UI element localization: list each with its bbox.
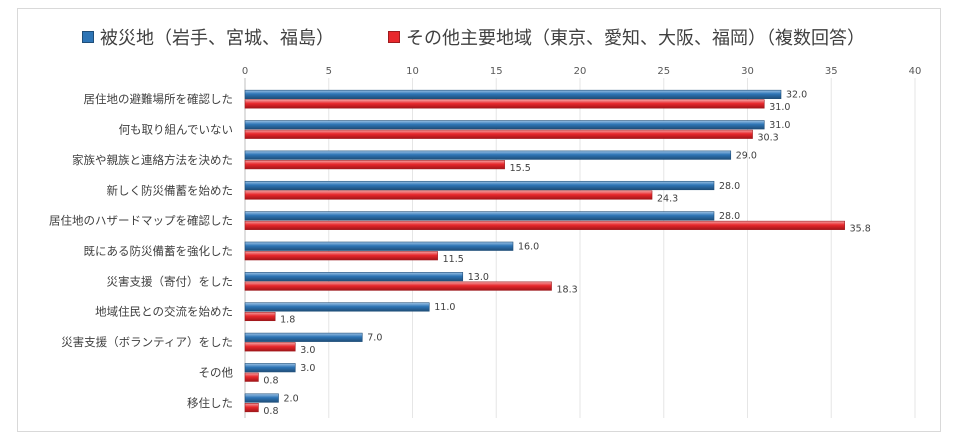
bar-disaster-area xyxy=(244,393,279,403)
value-label-other-regions: 1.8 xyxy=(280,315,295,326)
value-label-disaster-area: 2.0 xyxy=(284,393,299,404)
legend-entry-disaster-area: 被災地（岩手、宮城、福島） xyxy=(82,22,334,52)
value-label-other-regions: 3.0 xyxy=(300,345,315,356)
category-label: 既にある防災備蓄を強化した xyxy=(84,244,234,258)
legend-label-other-regions: その他主要地域（東京、愛知、大阪、福岡）（複数回答） xyxy=(406,28,865,49)
bar-disaster-area xyxy=(244,150,732,160)
category-label: 居住地のハザードマップを確認した xyxy=(49,214,233,228)
value-label-other-regions: 11.5 xyxy=(443,254,464,265)
bar-disaster-area xyxy=(244,180,715,191)
value-label-disaster-area: 11.0 xyxy=(434,302,455,313)
value-label-other-regions: 18.3 xyxy=(557,284,578,295)
bar-other-regions xyxy=(244,251,438,261)
value-label-other-regions: 24.3 xyxy=(657,193,678,204)
legend-swatch-blue xyxy=(82,31,94,43)
value-label-disaster-area: 32.0 xyxy=(786,90,807,101)
bar-disaster-area xyxy=(244,363,296,373)
x-tick-label-20: 20 xyxy=(574,66,587,77)
bar-other-regions xyxy=(244,281,552,291)
bar-disaster-area xyxy=(244,302,430,312)
bar-other-regions xyxy=(244,190,653,200)
x-tick-label-25: 25 xyxy=(657,66,670,77)
category-label: 家族や親族と連絡方法を決めた xyxy=(72,153,233,167)
value-label-disaster-area: 7.0 xyxy=(367,333,382,344)
bar-other-regions xyxy=(244,220,845,230)
value-label-other-regions: 0.8 xyxy=(263,375,278,386)
value-label-disaster-area: 3.0 xyxy=(300,363,315,374)
x-tick-label-35: 35 xyxy=(825,66,838,77)
bar-disaster-area xyxy=(244,332,363,342)
bar-disaster-area xyxy=(244,89,782,99)
value-label-disaster-area: 31.0 xyxy=(769,120,790,131)
category-label: 災害支援（寄付）をした xyxy=(107,274,234,288)
legend-swatch-red xyxy=(388,31,400,43)
category-label: 居住地の避難場所を確認した xyxy=(84,92,234,106)
category-label: 何も取り組んでいない xyxy=(119,123,233,137)
category-label: 新しく防災備蓄を始めた xyxy=(107,183,234,197)
bar-other-regions xyxy=(244,160,505,170)
legend-label-disaster-area: 被災地（岩手、宮城、福島） xyxy=(100,28,334,49)
bar-disaster-area xyxy=(244,272,464,282)
x-tick-label-5: 5 xyxy=(326,66,332,77)
category-label: 災害支援（ボランティア）をした xyxy=(61,335,233,349)
bar-other-regions xyxy=(244,372,259,382)
bars-layer xyxy=(244,89,845,413)
bar-other-regions xyxy=(244,342,296,352)
x-tick-label-0: 0 xyxy=(242,66,248,77)
bar-disaster-area xyxy=(244,241,514,251)
value-label-other-regions: 30.3 xyxy=(758,133,779,144)
value-label-disaster-area: 28.0 xyxy=(719,181,740,192)
x-tick-label-30: 30 xyxy=(741,66,754,77)
value-label-disaster-area: 28.0 xyxy=(719,211,740,222)
value-label-other-regions: 0.8 xyxy=(263,406,278,417)
category-label: 移住した xyxy=(187,396,233,410)
bar-disaster-area xyxy=(244,120,765,130)
bar-disaster-area xyxy=(244,211,715,221)
bar-other-regions xyxy=(244,129,753,139)
x-tick-label-10: 10 xyxy=(406,66,419,77)
x-tick-label-15: 15 xyxy=(490,66,503,77)
value-label-other-regions: 31.0 xyxy=(769,102,790,113)
x-tick-label-40: 40 xyxy=(909,66,922,77)
bar-other-regions xyxy=(244,99,765,109)
category-label: その他 xyxy=(199,365,234,379)
bar-other-regions xyxy=(244,403,259,413)
bar-other-regions xyxy=(244,311,276,322)
value-label-disaster-area: 16.0 xyxy=(518,242,539,253)
value-label-disaster-area: 13.0 xyxy=(468,272,489,283)
legend-entry-other-regions: その他主要地域（東京、愛知、大阪、福岡）（複数回答） xyxy=(388,22,865,52)
value-label-other-regions: 35.8 xyxy=(850,224,871,235)
value-label-disaster-area: 29.0 xyxy=(736,150,757,161)
category-label: 地域住民との交流を始めた xyxy=(95,305,233,319)
value-label-other-regions: 15.5 xyxy=(510,163,531,174)
